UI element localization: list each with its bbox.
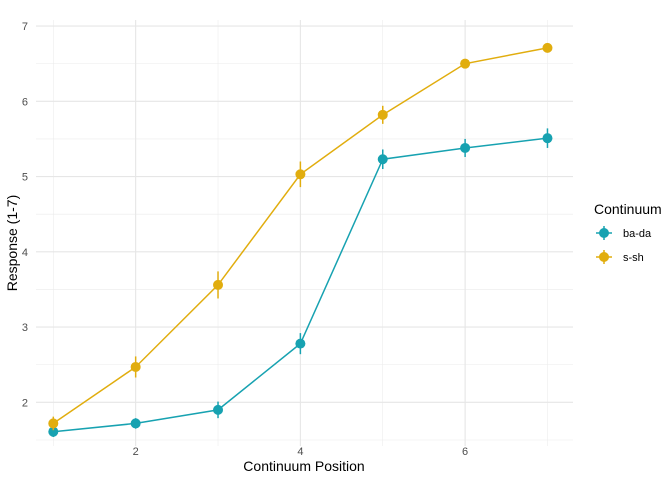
legend-key-point [599,228,609,238]
data-point-ba-da [377,154,388,165]
y-tick-label: 3 [22,322,28,334]
legend-key-point [599,252,609,262]
data-point-s-sh [130,361,141,372]
data-point-ba-da [542,133,553,144]
x-tick-label: 6 [462,446,468,458]
data-point-ba-da [130,418,141,429]
data-point-s-sh [460,58,471,69]
y-axis-title: Response (1-7) [4,195,20,292]
legend-title: Continuum [594,201,662,217]
y-tick-label: 4 [22,247,28,259]
y-tick-label: 2 [22,397,28,409]
x-axis-title: Continuum Position [243,458,364,474]
data-point-s-sh [542,42,553,53]
series-layer [48,42,553,437]
x-tick-label: 2 [133,446,139,458]
data-point-ba-da [295,338,306,349]
minor-gridlines [36,20,573,446]
y-axis-ticks: 2 3 4 5 6 7 [22,21,28,409]
legend-label: s-sh [623,252,644,264]
x-axis-ticks: 2 4 6 [133,446,469,458]
data-point-ba-da [48,426,59,437]
legend: Continuum ba-da s-sh [594,201,662,264]
y-tick-label: 7 [22,21,28,33]
legend-label: ba-da [623,228,652,240]
data-point-s-sh [295,169,306,180]
y-tick-label: 5 [22,172,28,184]
x-tick-label: 4 [297,446,303,458]
data-point-s-sh [377,109,388,120]
data-point-s-sh [48,418,59,429]
data-point-ba-da [460,142,471,153]
data-point-s-sh [213,279,224,290]
y-tick-label: 6 [22,96,28,108]
data-point-ba-da [213,404,224,415]
